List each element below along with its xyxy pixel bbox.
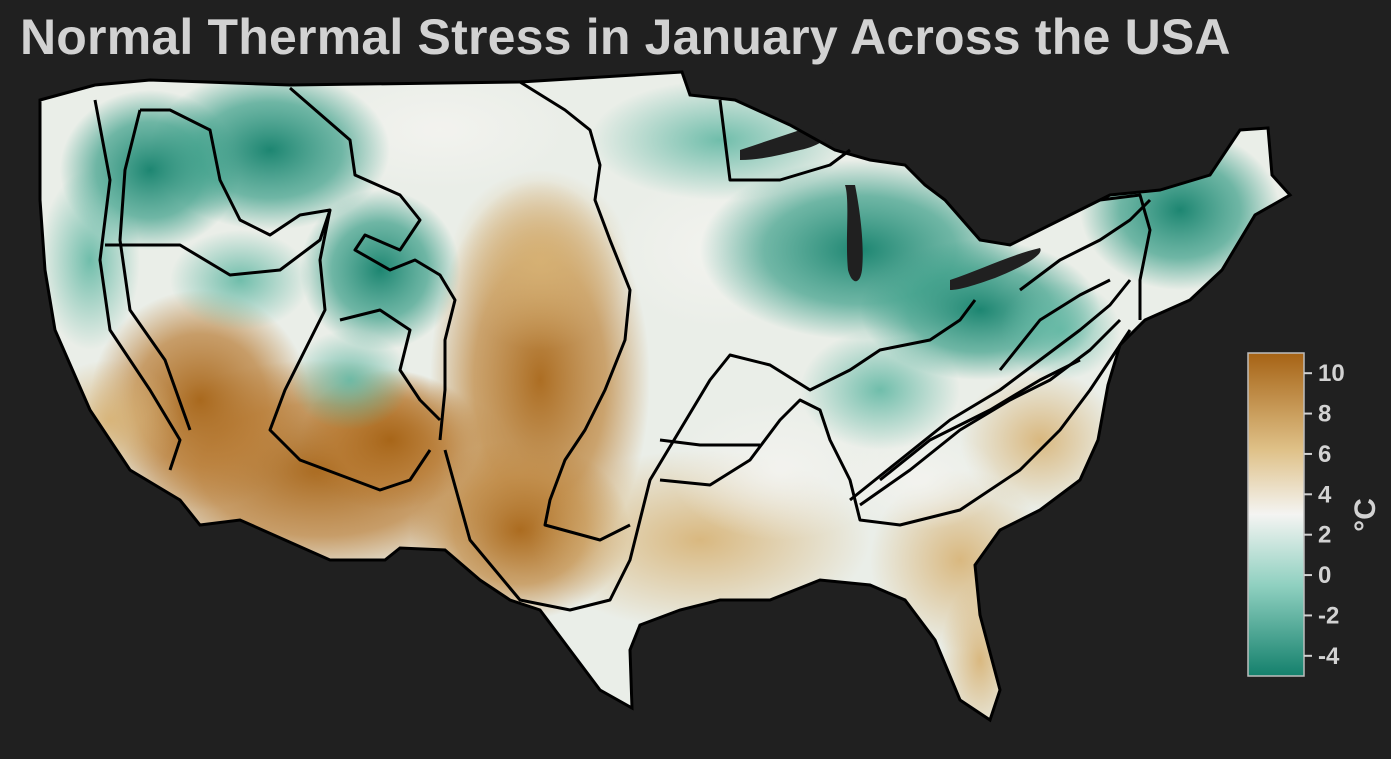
boundary-line [998, 278, 1111, 371]
boundary-line [268, 209, 432, 492]
legend-unit-label: °C [1349, 498, 1382, 532]
legend-tick-label: 8 [1318, 401, 1331, 428]
ecoregion-boundaries [93, 80, 1152, 612]
legend-tick-label: -2 [1318, 602, 1339, 629]
legend-colorbar [1247, 352, 1305, 677]
boundary-line [859, 318, 1122, 507]
boundary-line [118, 109, 192, 431]
legend-tick-label: 0 [1318, 562, 1331, 589]
map-title: Normal Thermal Stress in January Across … [20, 9, 1231, 65]
boundary-line [1099, 193, 1152, 320]
legend-tick-label: 6 [1318, 441, 1331, 468]
boundary-line [339, 308, 442, 422]
boundary-line [289, 86, 457, 441]
thermal-stress-field [40, 72, 1280, 720]
boundary-line [519, 80, 632, 542]
lake-superior [740, 120, 834, 160]
boundary-line [443, 299, 977, 612]
boundary-line [849, 279, 1132, 502]
boundary-line [718, 99, 851, 182]
legend-tick-label: 2 [1318, 522, 1331, 549]
boundary-line [93, 99, 182, 471]
boundary-line [105, 108, 332, 277]
lake-erie [950, 248, 1041, 290]
legend-tick-label: 10 [1318, 360, 1345, 387]
boundary-line [1019, 198, 1152, 292]
legend-tick-label: 4 [1318, 481, 1332, 508]
boundary-line [659, 438, 760, 447]
legend-ticks: 10 8 6 4 2 0 -2 -4 [1304, 360, 1345, 670]
legend-tick-label: -4 [1318, 643, 1340, 670]
lake-michigan [845, 185, 863, 282]
boundary-line [659, 329, 1132, 527]
boundary-line [879, 358, 1081, 482]
